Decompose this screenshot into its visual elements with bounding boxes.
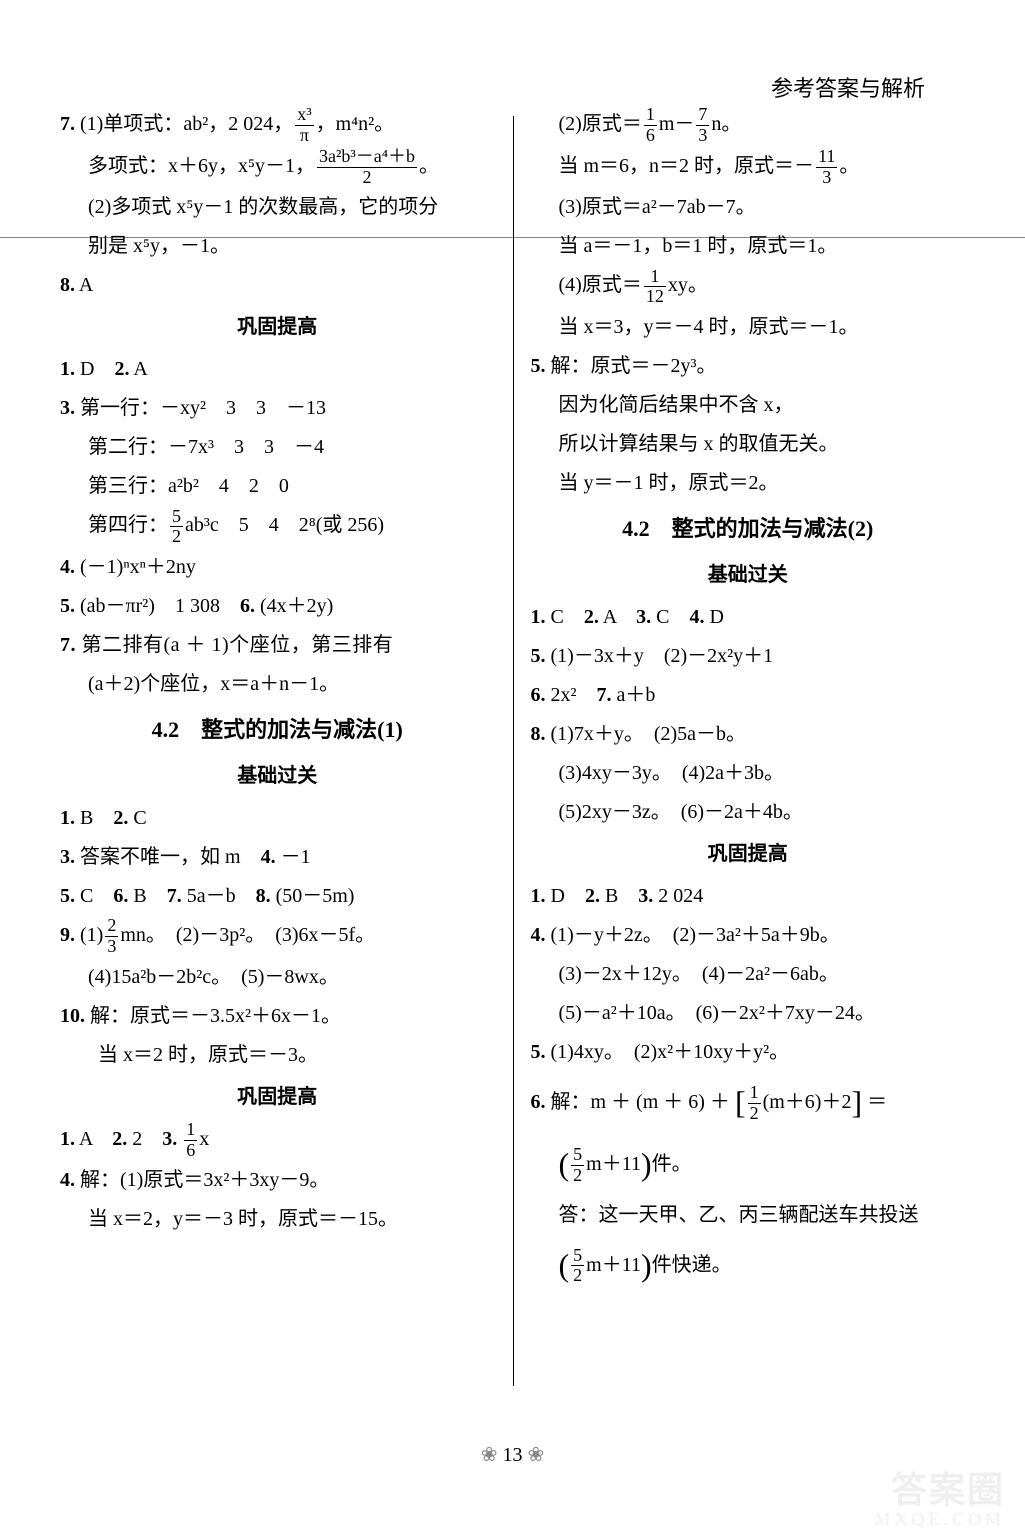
r4: (4)原式＝112xy。 xyxy=(531,266,966,307)
rb8-3: (5)2xy－3z。 (6)－2a＋4b。 xyxy=(531,793,966,831)
frac: 52 xyxy=(571,1246,584,1287)
item-rg6: 6. 解：m ＋ (m ＋ 6) ＋ [12(m＋6)＋2] ＝ xyxy=(531,1072,966,1133)
item-rg5: 5. (1)4xy。 (2)x²＋10xy＋y²。 xyxy=(531,1033,966,1071)
r3b: 当 a＝－1，b＝1 时，原式＝1。 xyxy=(531,227,966,265)
q7-2b: 别是 x⁵y，－1。 xyxy=(60,227,495,265)
rg6-2: (52m＋11)件。 xyxy=(531,1134,966,1195)
frac: x³π xyxy=(295,105,313,146)
rg-items: 1. D 2. B 3. 2 024 xyxy=(531,877,966,915)
b-items-34: 3. 答案不唯一，如 m 4. －1 xyxy=(60,838,495,876)
g3-2: 第二行：－7x³ 3 3 －4 xyxy=(60,428,495,466)
q7-poly: 多项式：x＋6y，x⁵y－1，3a²b³－a⁴＋b2。 xyxy=(60,147,495,188)
g7-2: (a＋2)个座位，x＝a＋n－1。 xyxy=(60,665,495,703)
r2: (2)原式＝16m－73n。 xyxy=(531,105,966,146)
item-7: 7. (1)单项式：ab²，2 024，x³π，m⁴n²。 xyxy=(60,105,495,146)
subsection-gonggu: 巩固提高 xyxy=(60,308,495,346)
r3: (3)原式＝a²－7ab－7。 xyxy=(531,188,966,226)
page-number: ❀ 13 ❀ xyxy=(0,1436,1025,1474)
frac: 113 xyxy=(816,147,837,188)
subsection-basic2: 基础过关 xyxy=(531,556,966,594)
b-items-12: 1. B 2. C xyxy=(60,799,495,837)
b-items-5678: 5. C 6. B 7. 5a－b 8. (50－5m) xyxy=(60,877,495,915)
item-b10: 10. 解：原式＝－3.5x²＋6x－1。 xyxy=(60,997,495,1035)
section-4-2-2: 4.2 整式的加法与减法(2) xyxy=(531,508,966,550)
item-g3: 3. 第一行：－xy² 3 3 －13 xyxy=(60,389,495,427)
item-r5: 5. 解：原式＝－2y³。 xyxy=(531,347,966,385)
b10-2: 当 x＝2 时，原式＝－3。 xyxy=(60,1036,495,1074)
item-g5: 5. (ab－πr²) 1 308 6. (4x＋2y) xyxy=(60,587,495,625)
item-b9: 9. (1)23mn。 (2)－3p²。 (3)6x－5f。 xyxy=(60,916,495,957)
frac: 52 xyxy=(571,1145,584,1186)
left-column: 7. (1)单项式：ab²，2 024，x³π，m⁴n²。 多项式：x＋6y，x… xyxy=(48,105,513,1296)
rg4-3: (5)－a²＋10a。 (6)－2x²＋7xy－24。 xyxy=(531,994,966,1032)
frac: 16 xyxy=(644,105,657,146)
item-gg4: 4. 解：(1)原式＝3x²＋3xy－9。 xyxy=(60,1161,495,1199)
g3-4: 第四行：52ab³c 5 4 2⁸(或 256) xyxy=(60,506,495,547)
frac: 112 xyxy=(644,267,666,308)
item-g7: 7. 第二排有(a ＋ 1)个座位，第三排有 xyxy=(60,626,495,664)
item-rb8: 8. (1)7x＋y。 (2)5a－b。 xyxy=(531,715,966,753)
r4b: 当 x＝3，y＝－4 时，原式＝－1。 xyxy=(531,308,966,346)
page-header: 参考答案与解析 xyxy=(771,68,925,110)
frac: 73 xyxy=(696,105,709,146)
item-rg4: 4. (1)－y＋2z。 (2)－3a²＋5a＋9b。 xyxy=(531,916,966,954)
watermark-url: MXQE.COM xyxy=(874,1502,1005,1536)
r5-2: 因为化简后结果中不含 x， xyxy=(531,386,966,424)
g3-3: 第三行：a²b² 4 2 0 xyxy=(60,467,495,505)
leaf-icon: ❀ xyxy=(528,1444,545,1466)
rb8-2: (3)4xy－3y。 (4)2a＋3b。 xyxy=(531,754,966,792)
frac: 16 xyxy=(184,1120,197,1161)
r5-3: 所以计算结果与 x 的取值无关。 xyxy=(531,425,966,463)
gg-items: 1. A 2. 2 3. 16x xyxy=(60,1120,495,1161)
main-content: 7. (1)单项式：ab²，2 024，x³π，m⁴n²。 多项式：x＋6y，x… xyxy=(48,105,977,1296)
subsection-gonggu3: 巩固提高 xyxy=(531,835,966,873)
frac: 3a²b³－a⁴＋b2 xyxy=(317,147,417,188)
rb-items: 1. C 2. A 3. C 4. D xyxy=(531,598,966,636)
item-8: 8. A xyxy=(60,266,495,304)
frac: 12 xyxy=(748,1083,761,1124)
right-column: (2)原式＝16m－73n。 当 m＝6，n＝2 时，原式＝－113。 (3)原… xyxy=(513,105,978,1296)
r2b: 当 m＝6，n＝2 时，原式＝－113。 xyxy=(531,147,966,188)
g-items: 1. D 2. A xyxy=(60,350,495,388)
subsection-basic: 基础过关 xyxy=(60,757,495,795)
rg6-4: (52m＋11)件快递。 xyxy=(531,1235,966,1296)
frac: 23 xyxy=(105,916,118,957)
r5-4: 当 y＝－1 时，原式＝2。 xyxy=(531,464,966,502)
gg4-2: 当 x＝2，y＝－3 时，原式＝－15。 xyxy=(60,1200,495,1238)
q7-text: (1)单项式：ab²，2 024， xyxy=(80,113,293,135)
item-g4: 4. (－1)ⁿxⁿ＋2ny xyxy=(60,548,495,586)
section-4-2-1: 4.2 整式的加法与减法(1) xyxy=(60,709,495,751)
subsection-gonggu2: 巩固提高 xyxy=(60,1078,495,1116)
item-rb5: 5. (1)－3x＋y (2)－2x²y＋1 xyxy=(531,637,966,675)
leaf-icon: ❀ xyxy=(481,1444,498,1466)
b9-4: (4)15a²b－2b²c。 (5)－8wx。 xyxy=(60,958,495,996)
frac: 52 xyxy=(170,507,183,548)
rb-items-67: 6. 2x² 7. a＋b xyxy=(531,676,966,714)
q7-2: (2)多项式 x⁵y－1 的次数最高，它的项分 xyxy=(60,188,495,226)
rg4-2: (3)－2x＋12y。 (4)－2a²－6ab。 xyxy=(531,955,966,993)
rg6-3: 答：这一天甲、乙、丙三辆配送车共投送 xyxy=(531,1196,966,1234)
